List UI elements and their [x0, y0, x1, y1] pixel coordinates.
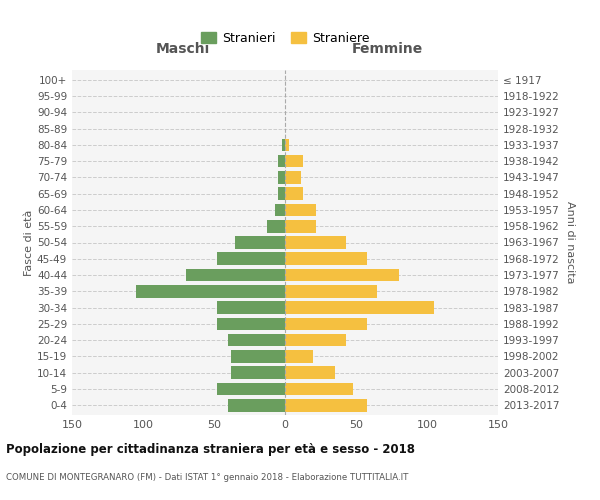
Bar — [285, 285, 377, 298]
Bar — [285, 155, 304, 168]
Bar — [285, 252, 367, 265]
Bar — [285, 171, 301, 184]
Bar — [278, 188, 285, 200]
Bar — [231, 350, 285, 363]
Bar — [228, 399, 285, 411]
Text: Femmine: Femmine — [352, 42, 423, 56]
Text: COMUNE DI MONTEGRANARO (FM) - Dati ISTAT 1° gennaio 2018 - Elaborazione TUTTITAL: COMUNE DI MONTEGRANARO (FM) - Dati ISTAT… — [6, 472, 409, 482]
Bar — [285, 382, 353, 396]
Bar — [275, 204, 285, 216]
Bar — [278, 171, 285, 184]
Bar — [285, 318, 367, 330]
Bar — [285, 236, 346, 249]
Bar — [185, 268, 285, 281]
Bar — [217, 301, 285, 314]
Bar — [228, 334, 285, 346]
Bar — [285, 188, 304, 200]
Bar — [278, 155, 285, 168]
Legend: Stranieri, Straniere: Stranieri, Straniere — [197, 28, 373, 48]
Bar — [282, 138, 285, 151]
Bar — [285, 204, 316, 216]
Bar — [285, 399, 367, 411]
Y-axis label: Anni di nascita: Anni di nascita — [565, 201, 575, 284]
Bar — [285, 350, 313, 363]
Bar — [235, 236, 285, 249]
Bar — [217, 252, 285, 265]
Bar — [266, 220, 285, 232]
Bar — [285, 301, 434, 314]
Y-axis label: Fasce di età: Fasce di età — [24, 210, 34, 276]
Bar — [217, 318, 285, 330]
Bar — [285, 268, 398, 281]
Bar — [285, 334, 346, 346]
Bar — [285, 220, 316, 232]
Bar — [285, 138, 289, 151]
Bar — [217, 382, 285, 396]
Bar — [136, 285, 285, 298]
Text: Maschi: Maschi — [155, 42, 210, 56]
Bar — [231, 366, 285, 379]
Text: Popolazione per cittadinanza straniera per età e sesso - 2018: Popolazione per cittadinanza straniera p… — [6, 442, 415, 456]
Bar — [285, 366, 335, 379]
